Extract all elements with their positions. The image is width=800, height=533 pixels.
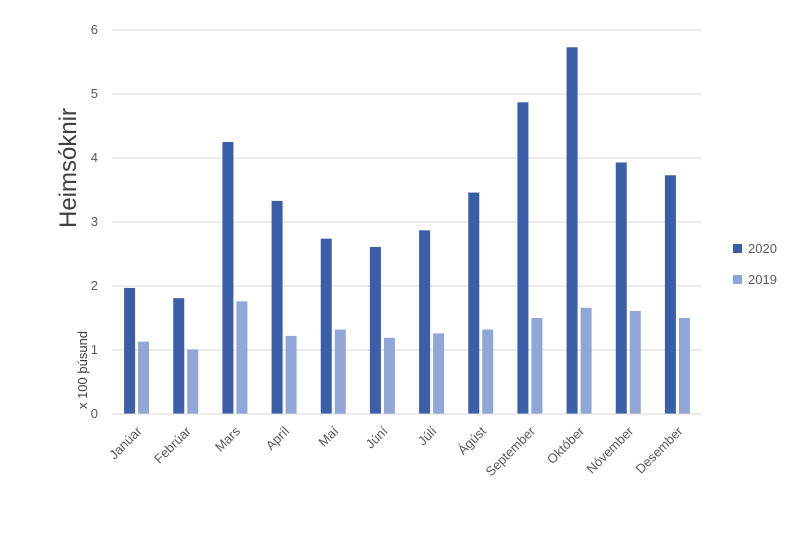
bar-2020-Febrúar xyxy=(173,298,185,414)
bar-2020-Júlí xyxy=(419,230,431,414)
bar-2019-Janúar xyxy=(138,341,150,414)
bar-2019-Mars xyxy=(236,301,248,414)
y-axis-ticks: 0 1 2 3 4 5 6 xyxy=(91,22,98,421)
y-tick-label: 5 xyxy=(91,86,98,101)
bar-2019-Apríl xyxy=(285,335,297,414)
y-axis-unit-label: x 100 þúsund xyxy=(75,331,90,409)
bar-2020-Janúar xyxy=(124,287,136,414)
bar-2019-Júní xyxy=(383,337,395,414)
bar-2020-September xyxy=(517,102,529,414)
x-tick-label: Júní xyxy=(363,423,391,451)
bar-2020-Ágúst xyxy=(468,192,480,414)
y-tick-label: 4 xyxy=(91,150,98,165)
bar-2020-Október xyxy=(566,47,578,414)
legend: 2020 2019 xyxy=(733,241,777,287)
bar-2019-Júlí xyxy=(433,333,445,414)
legend-label: 2019 xyxy=(748,272,777,287)
x-tick-label: Mars xyxy=(212,423,243,454)
x-tick-label: September xyxy=(482,423,538,479)
legend-label: 2020 xyxy=(748,241,777,256)
bar-2020-Júní xyxy=(369,246,381,414)
bar-2020-Nóvember xyxy=(615,162,627,414)
y-tick-label: 3 xyxy=(91,214,98,229)
bar-2019-Febrúar xyxy=(187,349,199,414)
x-tick-label: Júlí xyxy=(415,423,440,448)
bar-2020-Desember xyxy=(664,175,676,414)
bar-2019-Desember xyxy=(678,318,690,414)
bars xyxy=(124,47,690,414)
y-tick-label: 1 xyxy=(91,342,98,357)
y-tick-label: 0 xyxy=(91,406,98,421)
y-tick-label: 2 xyxy=(91,278,98,293)
legend-swatch xyxy=(733,275,742,284)
x-axis-ticks: Janúar Febrúar Mars Apríl Maí Júní Júlí ÁgústSe… xyxy=(106,423,686,479)
legend-swatch xyxy=(733,244,742,253)
bar-2020-Maí xyxy=(320,238,332,414)
bar-2019-Nóvember xyxy=(629,310,641,414)
x-tick-label: Nóvember xyxy=(583,423,636,476)
x-tick-label: Október xyxy=(544,423,588,467)
x-tick-label: Janúar xyxy=(106,423,145,462)
y-axis-title: Heimsóknir xyxy=(55,108,82,228)
bar-2019-Október xyxy=(580,307,592,414)
bar-2019-Maí xyxy=(334,329,346,414)
bar-2020-Mars xyxy=(222,142,234,414)
x-tick-label: Maí xyxy=(315,423,341,449)
bar-2019-September xyxy=(531,318,543,414)
gridlines xyxy=(112,29,702,351)
bar-2019-Ágúst xyxy=(482,329,494,414)
x-tick-label: Febrúar xyxy=(151,423,194,466)
y-tick-label: 6 xyxy=(91,22,98,37)
x-tick-label: Ágúst xyxy=(455,423,489,457)
x-tick-label: Desember xyxy=(633,423,686,476)
bar-2020-Apríl xyxy=(271,200,283,414)
x-tick-label: Apríl xyxy=(263,423,293,453)
